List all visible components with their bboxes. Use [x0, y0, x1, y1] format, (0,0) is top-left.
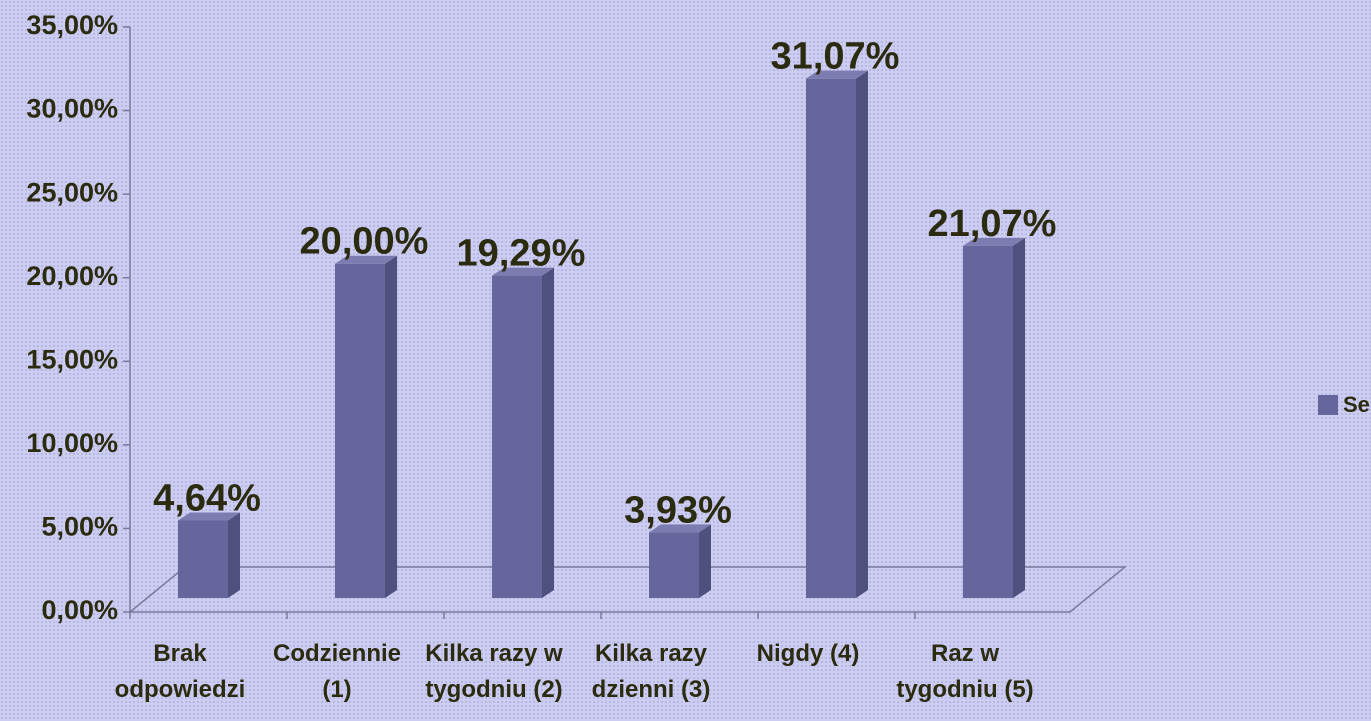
data-label: 3,93% [624, 489, 732, 531]
bar-top [963, 237, 1025, 246]
bar-side [856, 70, 868, 599]
bar [335, 263, 385, 598]
data-label: 20,00% [300, 221, 429, 263]
x-tick-label: Brak odpowiedzi [114, 640, 246, 703]
bar [492, 275, 542, 598]
bar-top [335, 255, 397, 264]
bar [649, 532, 699, 598]
bar-top [806, 70, 868, 79]
y-tick-label: 15,00% [26, 344, 118, 374]
y-tick-label: 0,00% [41, 595, 118, 625]
floor [127, 566, 1128, 613]
y-tick-label: 10,00% [26, 428, 118, 458]
y-tick-label: 20,00% [26, 261, 118, 291]
bar [806, 78, 856, 599]
x-tick-label: Kilka razy dzienni (3) [591, 640, 711, 703]
y-tick-label: 30,00% [26, 94, 118, 124]
bar-top [492, 267, 554, 276]
bar-top [649, 524, 711, 533]
bar-side [385, 255, 397, 598]
bar-side [699, 524, 711, 598]
legend-label: Serie1 [1343, 392, 1371, 417]
legend-swatch [1318, 395, 1338, 415]
bar [963, 245, 1013, 598]
y-tick-label: 35,00% [26, 10, 118, 40]
bar-top [178, 512, 240, 521]
data-label: 19,29% [457, 233, 586, 275]
bar [178, 520, 228, 598]
data-label: 31,07% [771, 36, 900, 78]
y-tick-label: 5,00% [41, 512, 118, 542]
bar-side [542, 267, 554, 598]
data-label: 4,64% [153, 477, 261, 519]
data-label: 21,07% [928, 203, 1057, 245]
x-tick-label: Nigdy (4) [756, 640, 860, 667]
x-tick-label: Kilka razy w tygodniu (2) [425, 640, 563, 703]
bar-side [228, 512, 240, 598]
x-tick-label: Codziennie (1) [272, 640, 401, 703]
y-tick-label: 25,00% [26, 177, 118, 207]
x-tick-label: Raz w tygodniu (5) [896, 640, 1034, 703]
bar-side [1013, 237, 1025, 598]
